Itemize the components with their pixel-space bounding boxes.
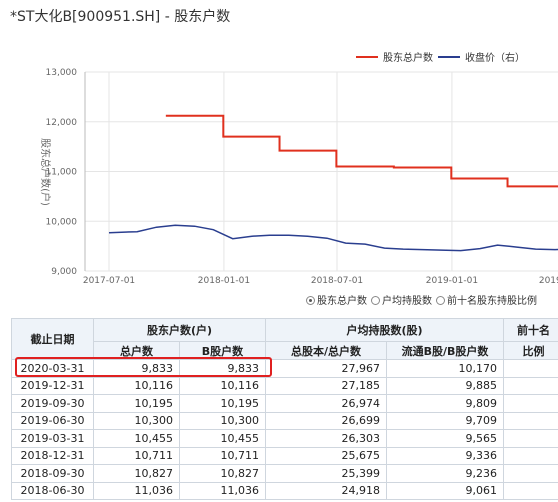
cell-total-holders: 10,827 bbox=[93, 464, 180, 483]
shareholder-table-container: 截止日期 股东户数(户) 户均持股数(股) 前十名 总户数 B股户数 总股本/总… bbox=[11, 318, 558, 500]
header-ratio: 比例 bbox=[503, 341, 558, 360]
cell-float-b-per-holder: 9,809 bbox=[386, 394, 504, 413]
radio-option[interactable]: 股东总户数 bbox=[306, 292, 367, 307]
cell-date: 2020-03-31 bbox=[11, 359, 94, 378]
cell-ratio bbox=[503, 411, 558, 430]
cell-total-holders: 10,300 bbox=[93, 411, 180, 430]
legend-label-price: 收盘价（右） bbox=[465, 51, 525, 64]
cell-float-b-per-holder: 9,236 bbox=[386, 464, 504, 483]
table-row[interactable]: 2018-06-30 11,036 11,036 24,918 9,061 bbox=[11, 481, 558, 500]
cell-ratio bbox=[503, 376, 558, 395]
chart-legend[interactable]: 股东总户数 收盘价（右） bbox=[356, 51, 525, 64]
series-line-price bbox=[108, 224, 558, 252]
metric-radio-group[interactable]: 股东总户数 户均持股数 前十名股东持股比例 bbox=[306, 292, 541, 307]
cell-total-holders: 11,036 bbox=[93, 481, 180, 500]
table-row[interactable]: 2019-06-30 10,300 10,300 26,699 9,709 bbox=[11, 411, 558, 430]
header-group-top10: 前十名 bbox=[503, 318, 558, 342]
cell-shares-per-holder: 25,675 bbox=[265, 446, 387, 465]
cell-total-holders: 10,116 bbox=[93, 376, 180, 395]
x-tick-label: 2018-01-01 bbox=[198, 276, 250, 286]
x-tick-label: 2019-01-01 bbox=[426, 276, 478, 286]
series-line-holders bbox=[165, 114, 558, 188]
y-tick-label: 10,000 bbox=[46, 217, 78, 227]
cell-date: 2019-09-30 bbox=[11, 394, 94, 413]
cell-float-b-per-holder: 9,709 bbox=[386, 411, 504, 430]
radio-circle-icon[interactable] bbox=[436, 296, 445, 305]
x-tick-label: 2019-07-01 bbox=[539, 276, 558, 286]
cell-total-holders: 10,455 bbox=[93, 429, 180, 448]
legend-label-holders: 股东总户数 bbox=[383, 51, 433, 64]
cell-shares-per-holder: 27,185 bbox=[265, 376, 387, 395]
header-b-holders: B股户数 bbox=[179, 341, 266, 360]
x-tick-label: 2017-07-01 bbox=[83, 276, 135, 286]
header-date: 截止日期 bbox=[11, 318, 94, 360]
cell-total-holders: 9,833 bbox=[93, 359, 180, 378]
cell-b-holders: 10,455 bbox=[179, 429, 266, 448]
cell-date: 2018-12-31 bbox=[11, 446, 94, 465]
cell-float-b-per-holder: 9,565 bbox=[386, 429, 504, 448]
table-row[interactable]: 2019-03-31 10,455 10,455 26,303 9,565 bbox=[11, 429, 558, 448]
cell-shares-per-holder: 25,399 bbox=[265, 464, 387, 483]
header-shares-per-holder: 总股本/总户数 bbox=[265, 341, 387, 360]
cell-b-holders: 9,833 bbox=[179, 359, 266, 378]
cell-date: 2018-09-30 bbox=[11, 464, 94, 483]
shareholder-chart: 13,000 12,000 11,000 10,000 9,000 2017-07-01 2… bbox=[39, 51, 558, 286]
table-row[interactable]: 2020-03-31 9,833 9,833 27,967 10,170 bbox=[11, 359, 558, 378]
table-row[interactable]: 2018-09-30 10,827 10,827 25,399 9,236 bbox=[11, 464, 558, 483]
cell-ratio bbox=[503, 359, 558, 378]
table-row[interactable]: 2018-12-31 10,711 10,711 25,675 9,336 bbox=[11, 446, 558, 465]
y-axis-title: 股东总户数(户) bbox=[39, 138, 52, 206]
radio-option[interactable]: 户均持股数 bbox=[371, 292, 432, 307]
cell-shares-per-holder: 26,303 bbox=[265, 429, 387, 448]
shareholder-table: 截止日期 股东户数(户) 户均持股数(股) 前十名 总户数 B股户数 总股本/总… bbox=[11, 318, 558, 500]
cell-shares-per-holder: 27,967 bbox=[265, 359, 387, 378]
chart-series bbox=[108, 114, 558, 252]
cell-b-holders: 10,116 bbox=[179, 376, 266, 395]
radio-circle-icon[interactable] bbox=[306, 296, 315, 305]
chart-grid bbox=[85, 71, 558, 272]
cell-date: 2018-06-30 bbox=[11, 481, 94, 500]
cell-float-b-per-holder: 9,336 bbox=[386, 446, 504, 465]
cell-date: 2019-03-31 bbox=[11, 429, 94, 448]
cell-ratio bbox=[503, 429, 558, 448]
cell-date: 2019-06-30 bbox=[11, 411, 94, 430]
y-tick-label: 11,000 bbox=[46, 168, 78, 178]
cell-b-holders: 10,300 bbox=[179, 411, 266, 430]
table-row[interactable]: 2019-09-30 10,195 10,195 26,974 9,809 bbox=[11, 394, 558, 413]
cell-b-holders: 10,827 bbox=[179, 464, 266, 483]
header-float-b-per-holder: 流通B股/B股户数 bbox=[386, 341, 504, 360]
chart-axes: 13,000 12,000 11,000 10,000 9,000 2017-07-01 2… bbox=[39, 68, 558, 286]
radio-label: 户均持股数 bbox=[382, 296, 432, 307]
radio-label: 前十名股东持股比例 bbox=[447, 296, 537, 307]
radio-option[interactable]: 前十名股东持股比例 bbox=[436, 292, 537, 307]
cell-ratio bbox=[503, 464, 558, 483]
cell-total-holders: 10,711 bbox=[93, 446, 180, 465]
cell-shares-per-holder: 24,918 bbox=[265, 481, 387, 500]
cell-float-b-per-holder: 10,170 bbox=[386, 359, 504, 378]
cell-b-holders: 10,195 bbox=[179, 394, 266, 413]
cell-b-holders: 10,711 bbox=[179, 446, 266, 465]
cell-ratio bbox=[503, 481, 558, 500]
radio-circle-icon[interactable] bbox=[371, 296, 380, 305]
cell-float-b-per-holder: 9,061 bbox=[386, 481, 504, 500]
cell-shares-per-holder: 26,699 bbox=[265, 411, 387, 430]
page-title: *ST大化B[900951.SH] - 股东户数 bbox=[10, 9, 231, 25]
cell-shares-per-holder: 26,974 bbox=[265, 394, 387, 413]
cell-date: 2019-12-31 bbox=[11, 376, 94, 395]
cell-ratio bbox=[503, 446, 558, 465]
y-tick-label: 9,000 bbox=[51, 267, 77, 277]
cell-b-holders: 11,036 bbox=[179, 481, 266, 500]
header-group-avg: 户均持股数(股) bbox=[265, 318, 504, 342]
x-tick-label: 2018-07-01 bbox=[311, 276, 363, 286]
y-tick-label: 12,000 bbox=[46, 118, 78, 128]
header-group-holders: 股东户数(户) bbox=[93, 318, 266, 342]
header-total-holders: 总户数 bbox=[93, 341, 180, 360]
radio-label: 股东总户数 bbox=[317, 296, 367, 307]
cell-float-b-per-holder: 9,885 bbox=[386, 376, 504, 395]
y-tick-label: 13,000 bbox=[46, 68, 78, 78]
table-row[interactable]: 2019-12-31 10,116 10,116 27,185 9,885 bbox=[11, 376, 558, 395]
cell-ratio bbox=[503, 394, 558, 413]
cell-total-holders: 10,195 bbox=[93, 394, 180, 413]
